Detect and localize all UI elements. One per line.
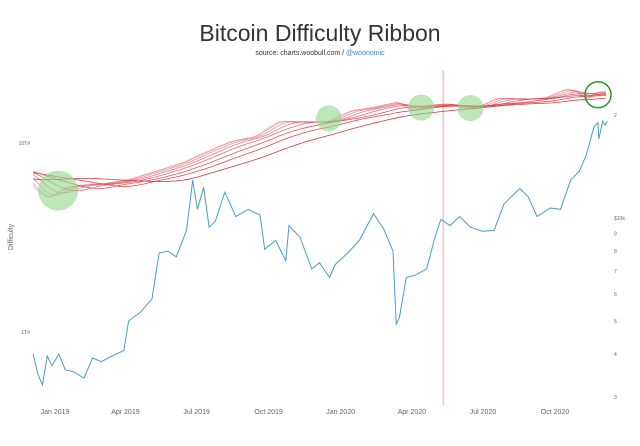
ribbon-ma-9d [32, 89, 606, 198]
ribbon-ma-200d [33, 97, 606, 182]
ribbon-ma-14d [32, 89, 606, 197]
subtitle-link[interactable]: @woonomic [346, 50, 385, 57]
highlight-circle [315, 105, 342, 132]
x-tick-label: Jan 2019 [41, 409, 70, 416]
chart-title: Bitcoin Difficulty Ribbon [199, 20, 441, 46]
highlight-circle [457, 95, 484, 122]
x-tick-label: Oct 2019 [254, 409, 283, 416]
right-tick-label: 9 [614, 232, 617, 238]
highlight-circle [408, 94, 435, 121]
ribbon-ma-25d [32, 90, 607, 196]
x-tick-label: Apr 2020 [398, 409, 427, 416]
right-tick-label: 4 [614, 352, 617, 358]
right-tick-label: 2 [614, 113, 617, 119]
x-tick-label: Jul 2020 [470, 409, 497, 416]
y-axis-label: Difficulty [8, 223, 15, 250]
right-tick-label: 7 [614, 269, 617, 275]
ribbon-ma-128d [33, 94, 606, 187]
highlight-circle [38, 170, 79, 211]
right-tick-label: 6 [614, 292, 617, 298]
x-tick-label: Jan 2020 [326, 409, 355, 416]
ribbon-ma-60d [32, 92, 606, 192]
highlight-circle [584, 81, 612, 109]
ribbon-ma-90d [33, 93, 606, 190]
price-line [32, 119, 608, 387]
x-tick-label: Oct 2020 [541, 409, 570, 416]
right-tick-label: $10k [614, 216, 625, 222]
right-tick-label: 8 [614, 249, 617, 255]
right-tick-label: 5 [614, 319, 617, 325]
x-tick-label: Apr 2019 [111, 409, 140, 416]
x-tick-label: Jul 2019 [183, 409, 210, 416]
left-tick-label: 10T# [19, 141, 31, 147]
ribbon-ma-40d [32, 91, 606, 194]
left-tick-label: 1T# [21, 330, 30, 336]
subtitle-source: source: charts.woobull.com / [255, 50, 347, 57]
chart-subtitle: source: charts.woobull.com / @woonomic [0, 50, 640, 57]
right-tick-label: 3 [614, 395, 617, 401]
